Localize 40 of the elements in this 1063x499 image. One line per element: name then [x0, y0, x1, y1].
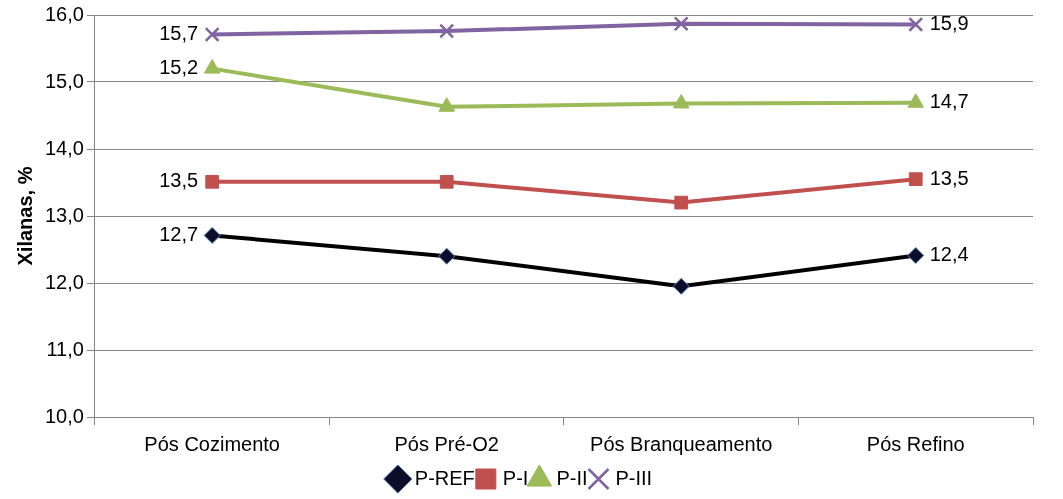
point	[672, 277, 690, 295]
data-label: 15,2	[159, 56, 199, 79]
point	[438, 97, 455, 112]
point	[439, 174, 454, 189]
data-label: 12,4	[929, 243, 969, 266]
legend-label: P-I	[502, 466, 529, 489]
y-axis-title: Xilanas, %	[13, 166, 36, 266]
legend-label: P-III	[615, 466, 653, 489]
y-tick-label: 15,0	[44, 69, 84, 92]
x-tick-label: Pós Pré-O2	[394, 432, 499, 455]
point	[203, 226, 221, 244]
point	[672, 93, 690, 109]
point	[203, 59, 221, 74]
point	[673, 16, 689, 32]
legend-label: P-II	[556, 466, 588, 489]
y-tick-label: 10,0	[44, 404, 84, 427]
y-tick-label: 12,0	[44, 270, 84, 293]
x-tick-label: Pós Refino	[866, 432, 965, 455]
y-tick-label: 11,0	[46, 337, 84, 360]
point	[907, 93, 925, 108]
x-tick-label: Pós Branqueamento	[590, 432, 773, 455]
point	[674, 195, 689, 210]
point	[204, 26, 220, 43]
data-label: 14,7	[929, 90, 969, 113]
data-label: 12,7	[159, 222, 199, 245]
point	[205, 174, 220, 189]
data-label: 15,7	[159, 21, 199, 44]
point	[907, 247, 925, 265]
point	[908, 16, 924, 32]
legend-label: P-REF	[414, 466, 475, 489]
data-label: 13,5	[159, 169, 199, 192]
y-tick-label: 13,0	[44, 203, 84, 226]
data-label: 15,9	[929, 11, 969, 34]
point	[438, 247, 456, 265]
point	[908, 172, 923, 187]
data-label: 13,5	[929, 166, 969, 189]
y-tick-label: 14,0	[44, 136, 84, 159]
y-tick-label: 16,0	[44, 2, 84, 25]
x-tick-label: Pós Cozimento	[144, 432, 280, 455]
point	[439, 23, 455, 39]
